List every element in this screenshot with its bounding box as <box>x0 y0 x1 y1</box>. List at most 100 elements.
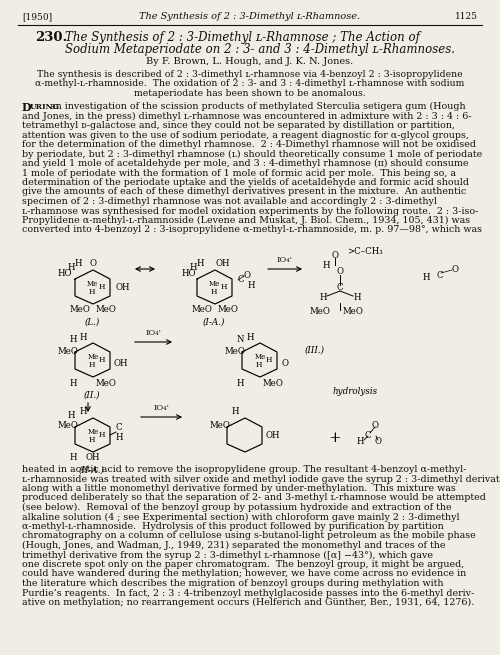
Text: OH: OH <box>116 282 130 291</box>
Text: MeO: MeO <box>225 346 246 356</box>
Text: chromatography on a column of cellulose using s-butanol-light petroleum as the m: chromatography on a column of cellulose … <box>22 531 476 540</box>
Text: The Synthesis of 2 : 3-Dimethyl ʟ-Rhamnose ; The Action of: The Synthesis of 2 : 3-Dimethyl ʟ-Rhamno… <box>65 31 420 44</box>
Text: Me: Me <box>86 280 98 288</box>
Text: H: H <box>89 361 95 369</box>
Text: converted into 4-benzoyl 2 : 3-isopropylidene α-methyl-ʟ-rhamnoside, m. p. 97—98: converted into 4-benzoyl 2 : 3-isopropyl… <box>22 225 482 234</box>
Text: H: H <box>246 333 254 341</box>
Text: MeO: MeO <box>96 379 117 388</box>
Text: H: H <box>353 293 361 303</box>
Text: OH: OH <box>215 259 230 269</box>
Text: give the amounts of each of these dimethyl derivatives present in the mixture.  : give the amounts of each of these dimeth… <box>22 187 466 196</box>
Text: 1125: 1125 <box>455 12 478 21</box>
Text: trimethyl derivative from the syrup 2 : 3-dimethyl ʟ-rhamnose ([α] −43°), which : trimethyl derivative from the syrup 2 : … <box>22 550 433 559</box>
Text: Me: Me <box>88 353 99 361</box>
Text: The Synthesis of 2 : 3-Dimethyl ʟ-Rhamnose.: The Synthesis of 2 : 3-Dimethyl ʟ-Rhamno… <box>140 12 360 21</box>
Text: H: H <box>99 431 105 439</box>
Text: H: H <box>89 288 95 296</box>
Text: C: C <box>364 430 372 440</box>
Text: C: C <box>238 276 244 284</box>
Text: MeO: MeO <box>192 305 213 314</box>
Text: α-methyl-ʟ-rhamnoside.  The oxidation of 2 : 3- and 3 : 4-dimethyl ʟ-rhamnose wi: α-methyl-ʟ-rhamnoside. The oxidation of … <box>36 79 465 88</box>
Text: OH: OH <box>85 453 100 462</box>
Text: ʟ-rhamnoside was treated with silver oxide and methyl iodide gave the syrup 2 : : ʟ-rhamnoside was treated with silver oxi… <box>22 474 500 483</box>
Text: ʟ-rhamnose was synthesised for model oxidation experiments by the following rout: ʟ-rhamnose was synthesised for model oxi… <box>22 206 478 215</box>
Text: MeO: MeO <box>218 305 239 314</box>
Text: hydrolysis: hydrolysis <box>332 388 378 396</box>
Text: URING: URING <box>30 103 60 111</box>
Text: (I-A.): (I-A.) <box>203 318 225 326</box>
Text: ative on methylation; no rearrangement occurs (Helferich and Günther, Ber., 1931: ative on methylation; no rearrangement o… <box>22 598 474 607</box>
Text: IO₄': IO₄' <box>146 329 162 337</box>
Text: attention was given to the use of sodium periodate, a reagent diagnostic for α-g: attention was given to the use of sodium… <box>22 130 469 140</box>
Text: H: H <box>322 261 330 269</box>
Text: tetramethyl ᴅ-galactose and, since they could not be separated by distillation o: tetramethyl ᴅ-galactose and, since they … <box>22 121 455 130</box>
Text: MeO: MeO <box>263 379 284 388</box>
Text: H: H <box>74 259 82 269</box>
Text: OH: OH <box>266 430 280 440</box>
Text: O: O <box>90 259 96 269</box>
Text: by periodate, but 2 : 3-dimethyl rhamnose (ʟ) should theoretically consume 1 mol: by periodate, but 2 : 3-dimethyl rhamnos… <box>22 149 482 159</box>
Text: Purdie’s reagents.  In fact, 2 : 3 : 4-tribenzoyl methylglacoside passes into th: Purdie’s reagents. In fact, 2 : 3 : 4-tr… <box>22 588 474 597</box>
Text: H: H <box>67 263 75 272</box>
Text: Propylidene α-methyl-ʟ-rhamnoside (Levene and Muskat, J. Biol. Chem., 1934, 105,: Propylidene α-methyl-ʟ-rhamnoside (Leven… <box>22 216 470 225</box>
Text: specimen of 2 : 3-dimethyl rhamnose was not available and accordingly 2 : 3-dime: specimen of 2 : 3-dimethyl rhamnose was … <box>22 197 437 206</box>
Text: C: C <box>116 424 122 432</box>
Text: D: D <box>22 102 32 113</box>
Text: H: H <box>70 453 78 462</box>
Text: (II-A.): (II-A.) <box>79 466 105 474</box>
Text: H: H <box>231 407 239 417</box>
Text: IO₄': IO₄' <box>154 404 170 412</box>
Text: H: H <box>320 293 327 303</box>
Text: H: H <box>67 411 75 421</box>
Text: H: H <box>116 434 124 443</box>
Text: H: H <box>248 280 256 290</box>
Text: >C–CH₃: >C–CH₃ <box>347 248 383 257</box>
Text: H: H <box>422 274 430 282</box>
Text: metaperiodate has been shown to be anomalous.: metaperiodate has been shown to be anoma… <box>134 89 366 98</box>
Text: MeO: MeO <box>309 307 330 316</box>
Text: and Jones, in the press) dimethyl ʟ-rhamnose was encountered in admixture with 2: and Jones, in the press) dimethyl ʟ-rham… <box>22 111 471 121</box>
Text: O: O <box>332 250 338 259</box>
Text: OH: OH <box>114 358 128 367</box>
Text: MeO: MeO <box>70 305 91 314</box>
Text: Me: Me <box>88 428 99 436</box>
Text: HO: HO <box>58 269 72 278</box>
Text: [1950]: [1950] <box>22 12 52 21</box>
Text: C: C <box>336 284 344 293</box>
Text: O: O <box>244 272 251 280</box>
Text: heated in acetic acid to remove the isopropylidene group. The resultant 4-benzoy: heated in acetic acid to remove the isop… <box>22 465 466 474</box>
Text: one discrete spot only on the paper chromatogram.  The benzoyl group, it might b: one discrete spot only on the paper chro… <box>22 560 464 569</box>
Text: O: O <box>336 267 344 276</box>
Text: MeO: MeO <box>96 305 117 314</box>
Text: for the determination of the dimethyl rhamnose.  2 : 4-Dimethyl rhamnose will no: for the determination of the dimethyl rh… <box>22 140 476 149</box>
Text: H: H <box>196 259 204 269</box>
Text: By F. Brown, L. Hough, and J. K. N. Jones.: By F. Brown, L. Hough, and J. K. N. Jone… <box>146 57 354 66</box>
Text: (L.): (L.) <box>84 318 100 326</box>
Text: H: H <box>256 361 262 369</box>
Text: (see below).  Removal of the benzoyl group by potassium hydroxide and extraction: (see below). Removal of the benzoyl grou… <box>22 503 452 512</box>
Text: H: H <box>99 283 105 291</box>
Text: H: H <box>89 436 95 444</box>
Text: N: N <box>236 335 244 345</box>
Text: MeO: MeO <box>343 307 364 316</box>
Text: could have wandered during the methylation; however, we have come across no evid: could have wandered during the methylati… <box>22 569 466 578</box>
Text: Sodium Metaperiodate on 2 : 3- and 3 : 4-Dimethyl ʟ-Rhamnoses.: Sodium Metaperiodate on 2 : 3- and 3 : 4… <box>65 43 455 56</box>
Text: H: H <box>211 288 217 296</box>
Text: α-methyl-ʟ-rhamnoside.  Hydrolysis of this product followed by purification by p: α-methyl-ʟ-rhamnoside. Hydrolysis of thi… <box>22 522 444 531</box>
Text: Me: Me <box>254 353 266 361</box>
Text: and yield 1 mole of acetaldehyde per mole, and 3 : 4-dimethyl rhamnose (ɪɪ) shou: and yield 1 mole of acetaldehyde per mol… <box>22 159 468 168</box>
Text: (Hough, Jones, and Wadman, J., 1949, 231) separated the monomethyl and traces of: (Hough, Jones, and Wadman, J., 1949, 231… <box>22 541 446 550</box>
Text: HO: HO <box>182 269 196 278</box>
Text: The synthesis is described of 2 : 3-dimethyl ʟ-rhamnose via 4-benzoyl 2 : 3-isop: The synthesis is described of 2 : 3-dime… <box>37 70 463 79</box>
Text: H: H <box>79 407 87 417</box>
Text: H: H <box>189 263 197 272</box>
Text: Me: Me <box>208 280 220 288</box>
Text: along with a little monomethyl derivative formed by under-methylation.  This mix: along with a little monomethyl derivativ… <box>22 484 456 493</box>
Text: H: H <box>237 379 244 388</box>
Text: H: H <box>221 283 227 291</box>
Text: H: H <box>266 356 272 364</box>
Text: 230.: 230. <box>35 31 67 44</box>
Text: the literature which describes the migration of benzoyl groups during methylatio: the literature which describes the migra… <box>22 579 444 588</box>
Text: O: O <box>374 438 382 447</box>
Text: an investigation of the scission products of methylated Sterculia setigera gum (: an investigation of the scission product… <box>50 102 466 111</box>
